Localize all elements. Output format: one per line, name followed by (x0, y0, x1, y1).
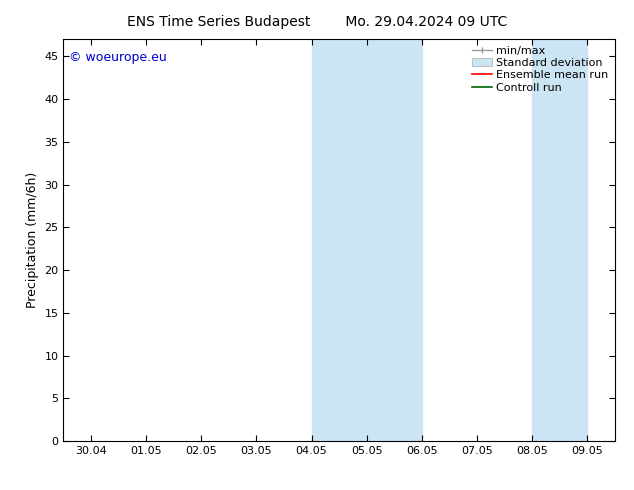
Text: ENS Time Series Budapest        Mo. 29.04.2024 09 UTC: ENS Time Series Budapest Mo. 29.04.2024 … (127, 15, 507, 29)
Y-axis label: Precipitation (mm/6h): Precipitation (mm/6h) (26, 172, 39, 308)
Bar (312, 39, 367, 441)
Text: © woeurope.eu: © woeurope.eu (69, 51, 167, 64)
Bar (533, 39, 588, 441)
Legend: min/max, Standard deviation, Ensemble mean run, Controll run: min/max, Standard deviation, Ensemble me… (467, 42, 612, 97)
Bar (366, 39, 422, 441)
